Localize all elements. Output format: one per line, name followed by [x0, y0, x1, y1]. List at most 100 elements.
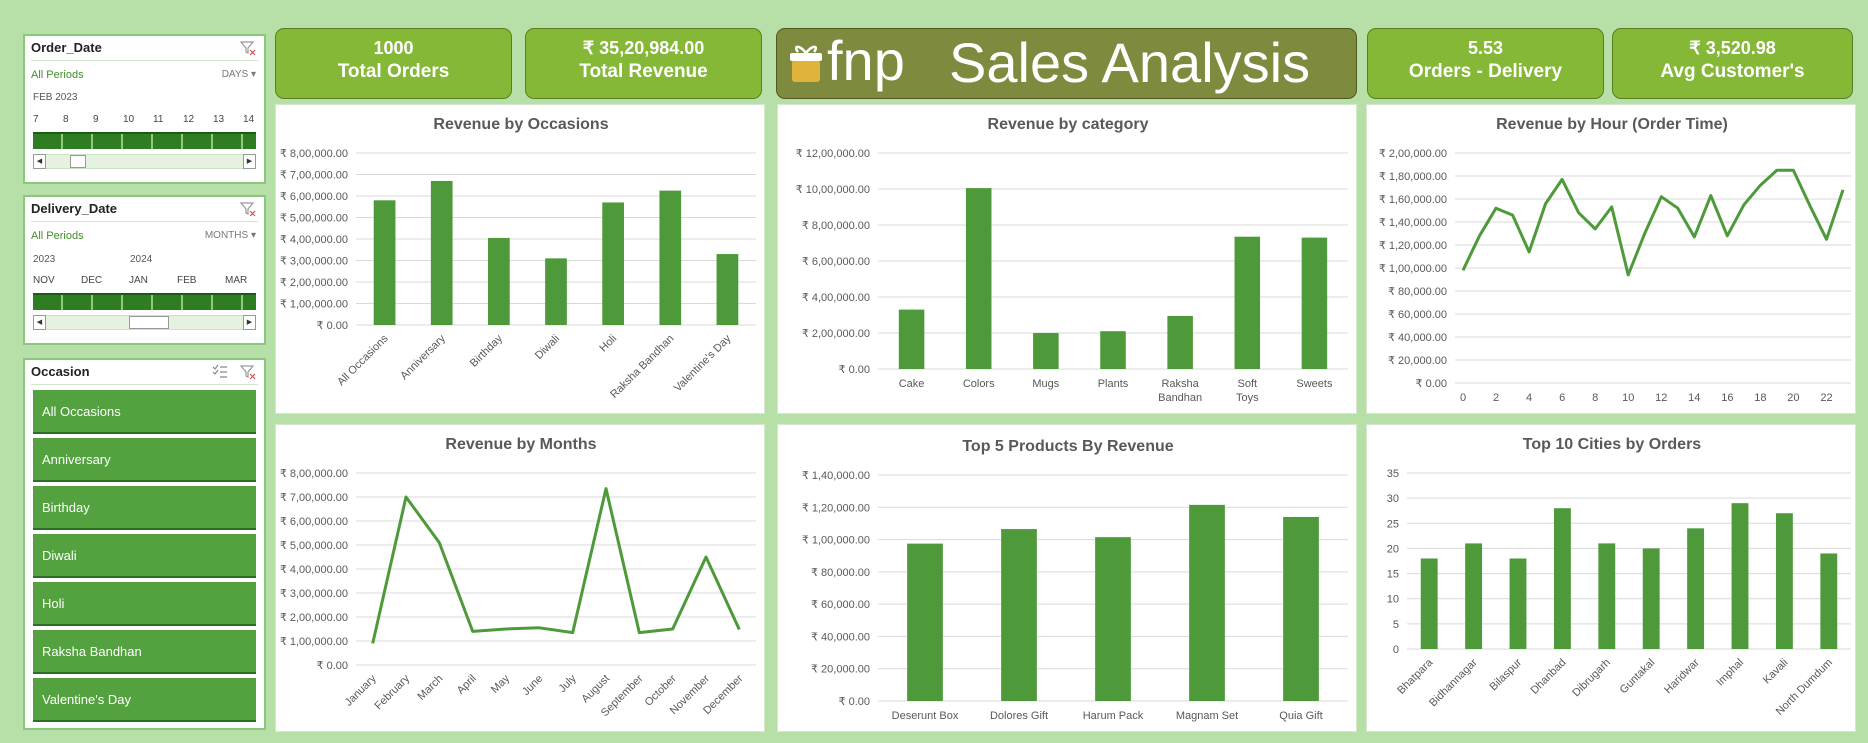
chart-title: Revenue by category: [988, 116, 1149, 133]
y-tick-label: ₹ 8,00,000.00: [280, 468, 348, 480]
y-tick-label: ₹ 8,00,000.00: [802, 220, 870, 232]
timeline-selection-bar[interactable]: [33, 293, 256, 310]
multi-select-icon[interactable]: [212, 364, 228, 380]
y-tick-label: ₹ 4,00,000.00: [802, 292, 870, 304]
x-tick-label: Raksha Bandhan: [608, 333, 676, 401]
bar: [1283, 516, 1319, 701]
period-filter[interactable]: All Periods: [31, 230, 84, 242]
kpi-total-revenue: ₹ 35,20,984.00 Total Revenue: [525, 28, 762, 99]
chart-top-5-products[interactable]: Top 5 Products By Revenue ₹ 0.00 ₹ 20,000.…: [777, 424, 1357, 732]
occasion-item-holi[interactable]: Holi: [33, 582, 256, 626]
bar: [1731, 503, 1749, 649]
scroll-left-icon[interactable]: ◀: [33, 154, 46, 169]
occasion-item-all-occasions[interactable]: All Occasions: [33, 390, 256, 434]
kpi-value: ₹ 3,520.98: [1689, 38, 1776, 58]
y-tick-label: 25: [1387, 518, 1399, 530]
kpi-value: ₹ 35,20,984.00: [582, 38, 705, 58]
clear-filter-icon[interactable]: [240, 40, 256, 56]
timeline-tick-label: DEC: [81, 275, 103, 286]
timeline-selection-bar[interactable]: [33, 132, 256, 149]
chart-revenue-by-category[interactable]: Revenue by category ₹ 0.00 ₹ 2,00,000.00 ₹ …: [777, 104, 1357, 414]
x-tick-label: July: [556, 672, 579, 695]
y-tick-label: ₹ 20,000.00: [811, 664, 870, 676]
order-date-slicer[interactable]: Order_Date All Periods DAYS ▾ FEB 2023 7…: [23, 34, 266, 184]
scroll-right-icon[interactable]: ▶: [243, 154, 256, 169]
bar: [1095, 537, 1131, 701]
timeline-tick-label: 7: [33, 114, 39, 125]
timeline-tick-label: NOV: [33, 275, 55, 286]
scroll-left-icon[interactable]: ◀: [33, 315, 46, 330]
timeline-tick-label: JAN: [129, 275, 148, 286]
chart-title: Top 5 Products By Revenue: [962, 438, 1173, 455]
chart-revenue-by-occasions[interactable]: Revenue by Occasions ₹ 0.00 ₹ 1,00,000.00 ₹…: [275, 104, 765, 414]
bar: [545, 258, 567, 325]
kpi-label: Total Orders: [337, 61, 450, 82]
clear-filter-icon[interactable]: [240, 364, 256, 380]
scroll-right-icon[interactable]: ▶: [243, 315, 256, 330]
x-tick-label: 10: [1622, 392, 1634, 404]
time-level-dropdown[interactable]: MONTHS ▾: [205, 230, 256, 241]
kpi-label: Total Revenue: [579, 61, 708, 82]
bar: [1033, 333, 1059, 369]
x-tick-label: Birthday: [468, 332, 505, 369]
kpi-label: Orders - Delivery: [1408, 61, 1563, 82]
bar: [488, 237, 510, 325]
page-title: Sales Analysis: [949, 31, 1311, 94]
y-tick-label: ₹ 10,00,000.00: [796, 184, 870, 196]
order-date-slicer-header: Order_Date: [31, 40, 258, 61]
scroll-thumb[interactable]: [129, 316, 169, 329]
bar: [1509, 558, 1527, 649]
bar: [898, 309, 925, 369]
x-tick-label: 22: [1820, 392, 1832, 404]
chart-title: Top 10 Cities by Orders: [1523, 436, 1702, 453]
y-tick-label: ₹ 1,60,000.00: [1379, 194, 1447, 206]
y-tick-label: ₹ 4,00,000.00: [280, 234, 348, 246]
delivery-date-slicer[interactable]: Delivery_Date All Periods MONTHS ▾ 2023 …: [23, 195, 266, 345]
x-tick-label: Dibrugarh: [1570, 657, 1613, 700]
y-tick-label: ₹ 7,00,000.00: [280, 492, 348, 504]
x-tick-label: Anniversary: [398, 332, 448, 382]
y-tick-label: ₹ 2,00,000.00: [280, 612, 348, 624]
x-tick-label: 2: [1493, 392, 1499, 404]
clear-filter-icon[interactable]: [240, 201, 256, 217]
time-level-dropdown[interactable]: DAYS ▾: [222, 69, 256, 80]
y-tick-label: 30: [1387, 493, 1399, 505]
occasion-item-diwali[interactable]: Diwali: [33, 534, 256, 578]
bar: [1598, 543, 1616, 649]
timeline-year-label: 2023: [33, 254, 56, 265]
chart-top-10-cities[interactable]: Top 10 Cities by Orders 0 5 10 15 20 25 30 35 Bha…: [1366, 424, 1856, 732]
slicer-title: Delivery_Date: [31, 201, 117, 216]
y-tick-label: ₹ 3,00,000.00: [280, 256, 348, 268]
timeline-tick-label: MAR: [225, 275, 248, 286]
x-tick-label: Toys: [1236, 392, 1259, 404]
bar: [602, 202, 624, 325]
x-tick-label: Bandhan: [1158, 392, 1202, 404]
occasion-slicer[interactable]: Occasion All Occasions Anniversary Birth…: [23, 358, 266, 730]
bar: [1234, 236, 1261, 369]
series-line: [1461, 168, 1845, 277]
occasion-item-anniversary[interactable]: Anniversary: [33, 438, 256, 482]
timeline-scrollbar[interactable]: ◀ ▶: [33, 154, 256, 169]
y-tick-label: ₹ 4,00,000.00: [280, 564, 348, 576]
chart-revenue-by-hour[interactable]: Revenue by Hour (Order Time) ₹ 0.00 ₹ 20,0…: [1366, 104, 1856, 414]
y-tick-label: ₹ 40,000.00: [811, 631, 870, 643]
occasion-item-raksha-bandhan[interactable]: Raksha Bandhan: [33, 630, 256, 674]
x-tick-label: Sweets: [1296, 378, 1333, 390]
y-tick-label: ₹ 3,00,000.00: [280, 588, 348, 600]
period-filter[interactable]: All Periods: [31, 69, 84, 81]
x-tick-label: Guntakal: [1618, 657, 1658, 697]
timeline-tick-label: 13: [213, 114, 225, 125]
occasion-item-valentines-day[interactable]: Valentine's Day: [33, 678, 256, 722]
chart-revenue-by-months[interactable]: Revenue by Months ₹ 0.00 ₹ 1,00,000.00 ₹ 2,…: [275, 424, 765, 732]
x-tick-label: June: [520, 673, 545, 698]
occasion-item-birthday[interactable]: Birthday: [33, 486, 256, 530]
bar: [659, 190, 682, 325]
kpi-avg-customer: ₹ 3,520.98 Avg Customer's: [1612, 28, 1853, 99]
timeline-tick-label: 8: [63, 114, 69, 125]
scroll-thumb[interactable]: [70, 155, 86, 168]
chevron-down-icon: ▾: [250, 230, 256, 241]
timeline-scrollbar[interactable]: ◀ ▶: [33, 315, 256, 330]
x-tick-label: Holi: [597, 333, 619, 355]
y-tick-label: ₹ 1,40,000.00: [1379, 217, 1447, 229]
timeline-tick-label: 9: [93, 114, 99, 125]
